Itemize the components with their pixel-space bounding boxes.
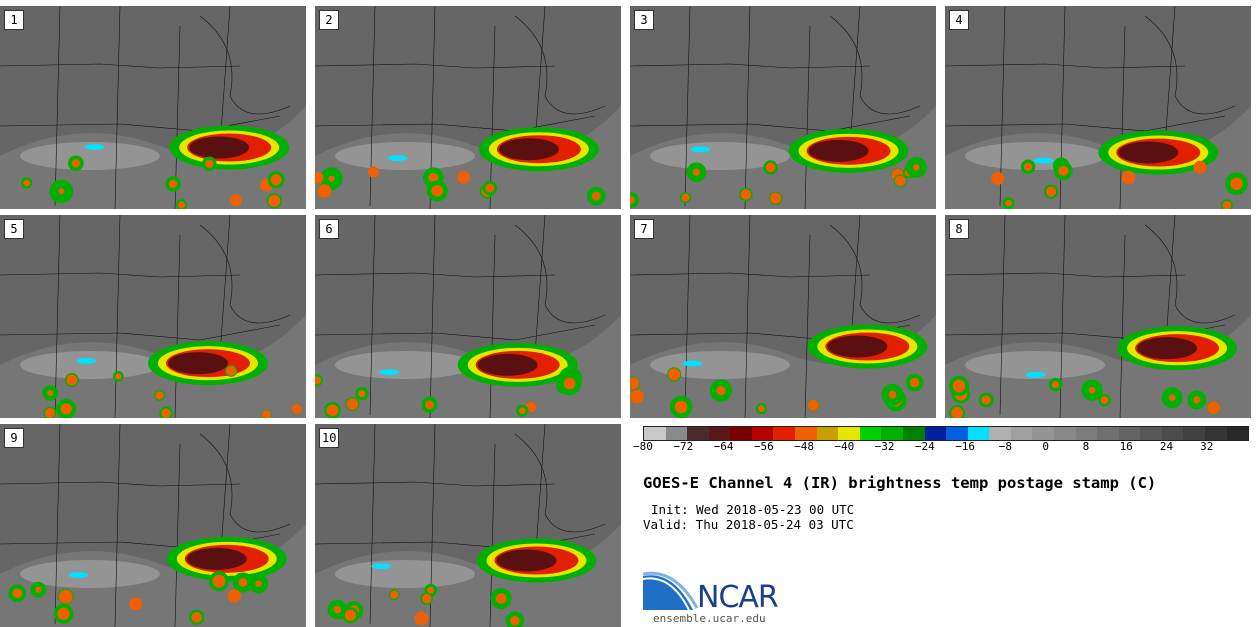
panel-number-label: 6 bbox=[319, 219, 339, 239]
colorbar-segment bbox=[730, 427, 752, 440]
colorbar-segment bbox=[687, 427, 709, 440]
colorbar-tick-label: −72 bbox=[673, 440, 694, 453]
postage-stamp-panel: 1 bbox=[0, 6, 306, 209]
colorbar-tick-label: −80 bbox=[633, 440, 653, 453]
colorbar-tick-label: −40 bbox=[834, 440, 855, 453]
panel-number-label: 7 bbox=[634, 219, 654, 239]
postage-stamp-panel: 6 bbox=[315, 215, 621, 418]
website-url[interactable]: ensemble.ucar.edu bbox=[653, 612, 766, 625]
init-time: Init: Wed 2018-05-23 00 UTC bbox=[651, 502, 855, 517]
colorbar-segment bbox=[924, 427, 947, 440]
colorbar-tick-label: −16 bbox=[955, 440, 976, 453]
colorbar-tick-label: −8 bbox=[998, 440, 1013, 453]
colorbar-segment bbox=[838, 427, 860, 440]
colorbar-segment bbox=[1205, 427, 1227, 440]
postage-stamp-panel: 2 bbox=[315, 6, 621, 209]
colorbar-segment bbox=[1010, 427, 1033, 440]
colorbar-tick-label: 8 bbox=[1082, 440, 1090, 453]
colorbar-segment bbox=[1140, 427, 1162, 440]
panel-number-label: 4 bbox=[949, 10, 969, 30]
colorbar-segment bbox=[1161, 427, 1184, 440]
colorbar-segment bbox=[967, 427, 990, 440]
colorbar-tick-label: 24 bbox=[1159, 440, 1174, 453]
colorbar-segment bbox=[795, 427, 817, 440]
valid-time: Valid: Thu 2018-05-24 03 UTC bbox=[643, 517, 854, 532]
colorbar-segment bbox=[708, 427, 731, 440]
postage-stamp-panel: 8 bbox=[945, 215, 1251, 418]
panel-number-label: 1 bbox=[4, 10, 24, 30]
figure-title: GOES-E Channel 4 (IR) brightness temp po… bbox=[643, 474, 1157, 492]
colorbar-segment bbox=[1097, 427, 1119, 440]
panel-number-label: 3 bbox=[634, 10, 654, 30]
colorbar-segment bbox=[1032, 427, 1054, 440]
panel-number-label: 5 bbox=[4, 219, 24, 239]
postage-stamp-panel: 7 bbox=[630, 215, 936, 418]
colorbar-segment bbox=[989, 427, 1011, 440]
colorbar-tick-label: −56 bbox=[753, 440, 774, 453]
colorbar-tick-label: 32 bbox=[1200, 440, 1214, 453]
colorbar-tick-label: −32 bbox=[874, 440, 895, 453]
panel-number-label: 2 bbox=[319, 10, 339, 30]
colorbar-segment bbox=[1075, 427, 1098, 440]
postage-stamp-panel: 3 bbox=[630, 6, 936, 209]
colorbar-tick-label: −48 bbox=[794, 440, 814, 453]
postage-stamp-panel: 10 bbox=[315, 424, 621, 627]
postage-stamp-panel: 5 bbox=[0, 215, 306, 418]
colorbar-ticks: −80 −72 −64 −56 −48 −40 −32 −24 −16 −8 0 8 16 24 32 bbox=[633, 440, 1247, 456]
postage-stamp-panel: 9 bbox=[0, 424, 306, 627]
colorbar-segment bbox=[1118, 427, 1141, 440]
colorbar-segment bbox=[1226, 427, 1249, 440]
panel-number-label: 8 bbox=[949, 219, 969, 239]
colorbar-tick-label: 0 bbox=[1042, 440, 1049, 453]
colorbar-segment bbox=[859, 427, 882, 440]
colorbar-segment bbox=[751, 427, 774, 440]
colorbar-segment bbox=[665, 427, 688, 440]
ncar-logo-text: NCAR bbox=[697, 580, 779, 615]
colorbar-tick-label: −24 bbox=[914, 440, 935, 453]
panel-number-label: 10 bbox=[319, 428, 340, 448]
colorbar-segment bbox=[946, 427, 968, 440]
colorbar-segment bbox=[1053, 427, 1076, 440]
colorbar-segment bbox=[816, 427, 839, 440]
panel-number-label: 9 bbox=[4, 428, 24, 448]
postage-stamp-panel: 4 bbox=[945, 6, 1251, 209]
colorbar-segment bbox=[1183, 427, 1206, 440]
colorbar-tick-label: 16 bbox=[1119, 440, 1133, 453]
ncar-logo-icon bbox=[643, 571, 699, 611]
colorbar-tick-label: −64 bbox=[713, 440, 734, 453]
temperature-colorbar bbox=[643, 426, 1249, 441]
colorbar-segment bbox=[773, 427, 796, 440]
colorbar-segment bbox=[881, 427, 903, 440]
colorbar-segment bbox=[644, 427, 666, 440]
colorbar-segment bbox=[902, 427, 925, 440]
